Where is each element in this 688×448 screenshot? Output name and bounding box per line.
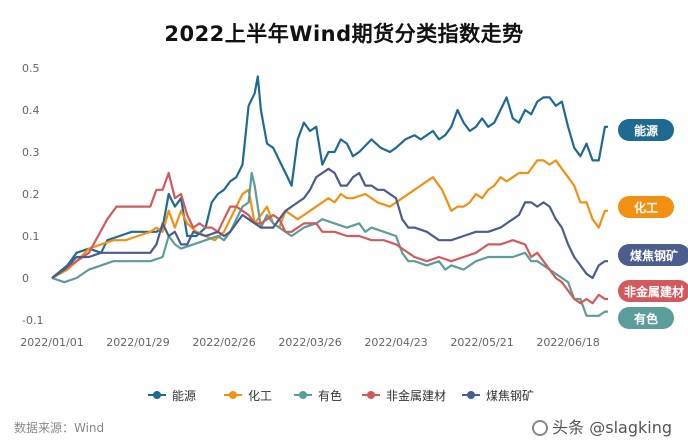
series-line-3	[51, 171, 608, 305]
series-line-1	[51, 159, 608, 279]
series-line-4	[51, 167, 608, 280]
series-line-2	[51, 171, 608, 317]
y-tick-label: 0.5	[22, 62, 40, 75]
end-label-text: 煤焦钢矿	[630, 248, 678, 263]
y-tick-label: 0.1	[22, 230, 40, 243]
y-tick-label: 0.4	[22, 104, 40, 117]
watermark: 头条 @slagking	[532, 414, 672, 438]
legend-label: 煤焦钢矿	[486, 389, 534, 403]
legend-marker-3	[367, 391, 375, 399]
y-tick-label: 0	[22, 272, 29, 285]
series-line-0	[51, 75, 608, 279]
legend-label: 有色	[318, 389, 342, 403]
x-tick-label: 2022/04/23	[364, 336, 427, 349]
watermark-text: 头条 @slagking	[552, 418, 672, 437]
headline-logo-icon	[532, 420, 549, 436]
y-tick-label: -0.1	[22, 314, 43, 327]
x-tick-label: 2022/01/01	[20, 336, 83, 349]
end-label-pill-1	[618, 196, 674, 218]
end-label-text: 非金属建材	[624, 284, 684, 299]
legend-marker-1	[229, 391, 237, 399]
end-label-text: 能源	[634, 123, 658, 138]
x-tick-label: 2022/01/29	[106, 336, 169, 349]
x-tick-label: 2022/03/26	[278, 336, 341, 349]
legend-label: 化工	[248, 389, 272, 403]
legend-label: 非金属建材	[386, 388, 446, 403]
chart-title: 2022上半年Wind期货分类指数走势	[164, 22, 524, 46]
legend-marker-0	[153, 391, 161, 399]
x-tick-label: 2022/05/21	[450, 336, 513, 349]
legend-label: 能源	[172, 389, 196, 403]
legend-marker-2	[299, 391, 307, 399]
data-source: 数据来源：Wind	[14, 421, 105, 435]
end-label-text: 有色	[634, 311, 658, 326]
x-tick-label: 2022/06/18	[536, 336, 599, 349]
end-label-pill-2	[618, 307, 674, 329]
end-label-pill-4	[618, 244, 688, 266]
end-label-pill-0	[618, 119, 674, 141]
legend-marker-4	[467, 391, 475, 399]
end-label-text: 化工	[634, 200, 658, 215]
y-tick-label: 0.2	[22, 188, 40, 201]
end-label-pill-3	[618, 280, 688, 302]
y-tick-label: 0.3	[22, 146, 40, 159]
x-tick-label: 2022/02/26	[192, 336, 255, 349]
